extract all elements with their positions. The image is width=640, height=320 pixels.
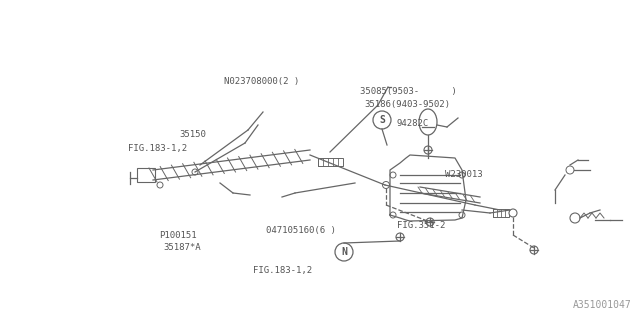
Circle shape [390,172,396,178]
Bar [137,168,155,182]
Circle shape [459,172,465,178]
Bar [318,158,343,166]
Circle shape [390,212,396,218]
Circle shape [335,243,353,261]
Text: N: N [341,247,347,257]
Text: FIG.183-1,2: FIG.183-1,2 [128,144,187,153]
Text: FIG.183-1,2: FIG.183-1,2 [253,266,312,275]
Circle shape [570,213,580,223]
Ellipse shape [419,109,437,135]
Text: S: S [379,115,385,125]
Circle shape [192,169,198,175]
Text: W230013: W230013 [445,170,483,179]
Text: 35150: 35150 [179,130,206,139]
Circle shape [530,246,538,254]
Circle shape [566,166,574,174]
Bar [493,209,509,217]
Circle shape [459,212,465,218]
Text: A351001047: A351001047 [573,300,632,310]
Text: P100151: P100151 [159,231,196,240]
Text: 35187*A: 35187*A [163,244,201,252]
Text: N023708000(2 ): N023708000(2 ) [224,77,300,86]
Circle shape [383,181,390,188]
Text: 047105160(6 ): 047105160(6 ) [266,226,335,235]
Circle shape [396,233,404,241]
Circle shape [157,182,163,188]
Circle shape [373,111,391,129]
Text: 94282C: 94282C [397,119,429,128]
Text: FIG.351-2: FIG.351-2 [397,221,445,230]
Circle shape [426,218,434,226]
Circle shape [424,146,432,154]
Text: 35186(9403-9502): 35186(9403-9502) [365,100,451,108]
Text: 35085(9503-      ): 35085(9503- ) [360,87,457,96]
Circle shape [509,209,517,217]
